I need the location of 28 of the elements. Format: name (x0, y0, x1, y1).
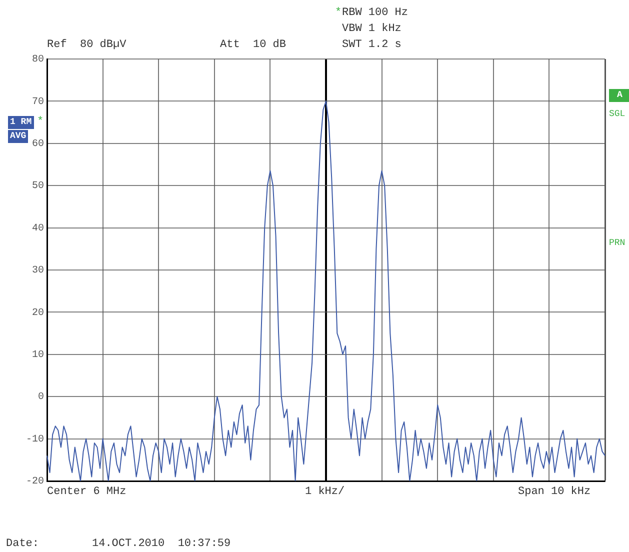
text: * (37, 116, 44, 129)
y-tick-label: 80 (32, 54, 44, 66)
y-tick-label: -10 (26, 434, 44, 446)
text: Att 10 dB (220, 39, 286, 52)
y-tick-label: 20 (32, 308, 44, 319)
y-tick-label: 70 (32, 96, 44, 108)
text: SWT 1.2 s (342, 39, 402, 52)
text: A (609, 89, 629, 102)
text: AVG (8, 130, 28, 143)
text: SGL (609, 108, 626, 121)
y-tick-label: 30 (32, 266, 44, 277)
text: Ref 80 dBµV (47, 39, 126, 52)
y-tick-label: 0 (38, 392, 44, 404)
text: 14.OCT.2010 10:37:59 (92, 538, 231, 551)
y-tick-label: 10 (32, 350, 44, 362)
text: Span 10 kHz (518, 486, 591, 499)
text: RBW 100 Hz (342, 7, 408, 20)
y-tick-label: 60 (32, 139, 44, 150)
text: VBW 1 kHz (342, 23, 402, 36)
text: 1 RM (8, 116, 34, 129)
text: 1 kHz/ (305, 486, 345, 499)
text: PRN (609, 237, 626, 250)
text: Center 6 MHz (47, 486, 126, 499)
y-tick-label: 50 (32, 181, 44, 192)
text: Date: (6, 538, 40, 551)
text: * (335, 7, 342, 20)
y-tick-label: -20 (26, 476, 44, 488)
y-tick-label: 40 (32, 223, 44, 234)
